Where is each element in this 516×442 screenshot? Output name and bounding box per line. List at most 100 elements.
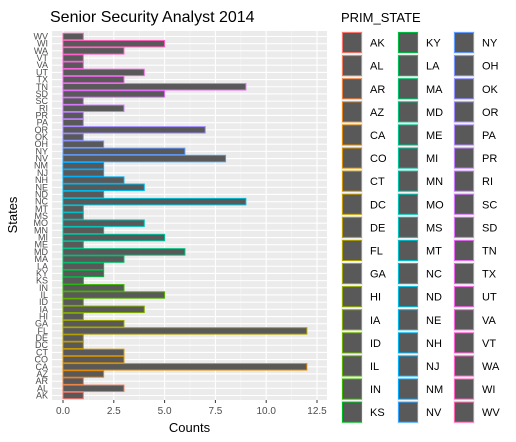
legend-key-la	[398, 55, 418, 77]
legend-key-az	[342, 101, 362, 123]
legend-key-ca	[342, 124, 362, 146]
legend-key-de	[342, 216, 362, 238]
bar-me	[62, 240, 84, 249]
legend-label: DC	[370, 199, 386, 211]
grid-lines	[52, 31, 327, 400]
legend-key-nv	[398, 401, 418, 423]
y-tick-label: AK	[36, 391, 48, 401]
legend-key-ct	[342, 170, 362, 192]
y-tick-label: AL	[37, 383, 48, 393]
legend-key-il	[342, 355, 362, 377]
bar-nj	[62, 169, 105, 177]
y-tick-label: NH	[35, 175, 48, 185]
bar-mt	[62, 205, 84, 213]
y-tick-label: MS	[35, 211, 49, 221]
legend-key-ut	[454, 286, 474, 308]
bar-tn	[62, 83, 247, 91]
legend-key-wi	[454, 378, 474, 400]
legend-key-pa	[454, 124, 474, 146]
legend-label: IN	[370, 384, 381, 396]
y-tick-label: CO	[35, 355, 49, 365]
legend-label: SD	[482, 222, 497, 234]
bar-wv	[62, 32, 84, 41]
y-tick-label: MA	[35, 254, 49, 264]
y-tick-label: HI	[39, 312, 48, 322]
y-tick-label: MD	[34, 247, 48, 257]
bar-nv	[62, 154, 227, 163]
y-tick-label: AZ	[36, 369, 48, 379]
legend-key-mo	[398, 193, 418, 215]
chart-title: Senior Security Analyst 2014	[50, 9, 255, 26]
legend-label: MA	[426, 84, 443, 96]
bar-tx	[62, 75, 125, 84]
legend-key-nd	[398, 286, 418, 308]
legend-key-tn	[454, 239, 474, 261]
legend-label: OR	[482, 107, 499, 119]
legend-label: GA	[370, 269, 387, 281]
legend-key-vt	[454, 332, 474, 354]
bar-ma	[62, 255, 125, 263]
bar-nc	[62, 197, 247, 206]
y-tick-label: ND	[35, 189, 48, 199]
bar-ca	[62, 363, 308, 371]
legend: AK AL AR AZ CA CO CT DC DE FL GA HI IA ID IL IN KS KY LA MA…	[341, 31, 500, 424]
y-tick-label: LA	[37, 261, 48, 271]
y-tick-label: NE	[35, 182, 48, 192]
legend-key-dc	[342, 193, 362, 215]
legend-label: KY	[426, 38, 441, 50]
legend-label: UT	[482, 292, 497, 304]
legend-label: MD	[426, 107, 443, 119]
bar-ia	[62, 305, 145, 314]
legend-label: OH	[482, 61, 499, 73]
legend-key-ri	[454, 170, 474, 192]
legend-key-ia	[342, 309, 362, 331]
y-tick-label: KS	[36, 276, 48, 286]
legend-key-wv	[454, 401, 474, 423]
legend-label: ID	[370, 338, 381, 350]
legend-key-nj	[398, 355, 418, 377]
legend-label: NY	[482, 38, 498, 50]
y-tick-labels: AKALARAZCACOCTDCDEFLGAHIIAIDILINKSKYLAMA…	[34, 32, 49, 401]
legend-key-in	[342, 378, 362, 400]
legend-label: PA	[482, 130, 497, 142]
legend-key-mn	[398, 170, 418, 192]
y-tick-label: MN	[34, 225, 48, 235]
bars	[62, 32, 308, 400]
legend-key-sc	[454, 193, 474, 215]
legend-key-ar	[342, 78, 362, 100]
legend-label: VA	[482, 315, 497, 327]
bar-va	[62, 61, 84, 69]
y-tick-label: NM	[34, 161, 48, 171]
y-tick-label: NY	[35, 146, 48, 156]
x-tick-label: 2.5	[107, 406, 121, 417]
legend-label: CO	[370, 153, 387, 165]
legend-key-nh	[398, 332, 418, 354]
bar-pa	[62, 118, 84, 127]
bar-ny	[62, 147, 186, 156]
bar-hi	[62, 312, 84, 321]
bar-wa	[62, 47, 125, 55]
y-tick-label: WV	[34, 32, 49, 42]
x-tick-label: 5.0	[158, 406, 172, 417]
bar-sc	[62, 97, 84, 105]
legend-label: SC	[482, 199, 497, 211]
legend-label: WI	[482, 384, 495, 396]
legend-key-fl	[342, 239, 362, 261]
y-tick-label: DE	[35, 333, 48, 343]
legend-key-md	[398, 101, 418, 123]
legend-key-ks	[342, 401, 362, 423]
legend-label: NE	[426, 315, 441, 327]
legend-key-mi	[398, 147, 418, 169]
bar-id	[62, 298, 84, 306]
bar-ok	[62, 133, 84, 141]
bar-de	[62, 334, 84, 342]
legend-label: HI	[370, 292, 381, 304]
y-tick-label: IL	[40, 290, 48, 300]
legend-label: NM	[426, 384, 443, 396]
legend-key-nc	[398, 263, 418, 285]
y-tick-label: UT	[36, 67, 48, 77]
legend-key-mt	[398, 239, 418, 261]
legend-label: MI	[426, 153, 438, 165]
legend-key-pr	[454, 147, 474, 169]
